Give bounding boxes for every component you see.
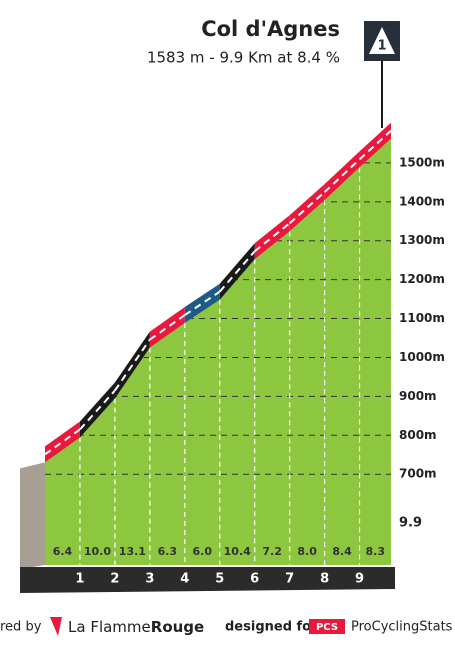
center-dash xyxy=(254,222,291,253)
y-tick-label: 1200m xyxy=(399,272,445,286)
x-tick-label: 3 xyxy=(145,572,154,587)
brand-part: Rouge xyxy=(151,618,204,636)
gradient-segment xyxy=(324,151,360,201)
x-tick-label: 2 xyxy=(110,572,119,587)
center-dash xyxy=(218,250,256,293)
y-tick-label: 800m xyxy=(399,428,437,442)
profile-side xyxy=(20,462,45,569)
gradient-label: 6.3 xyxy=(158,545,178,558)
chart-title: Col d'Agnes xyxy=(201,17,340,41)
center-dash xyxy=(114,339,151,392)
center-dash xyxy=(79,389,116,431)
x-tick-label: 5 xyxy=(215,572,224,587)
y-tick-label: 1400m xyxy=(399,194,445,208)
footer-text: red by xyxy=(0,620,42,635)
gradient-segment xyxy=(45,421,80,463)
center-dash xyxy=(288,191,326,224)
gradient-segment xyxy=(149,307,185,348)
y-tick-label: 1500m xyxy=(399,155,445,169)
gradient-segment xyxy=(184,283,220,324)
gradient-label: 6.4 xyxy=(53,545,73,558)
badge-triangle xyxy=(369,27,395,54)
y-tick-label: 1100m xyxy=(399,311,445,325)
footer-brand: ProCyclingStats xyxy=(351,620,453,635)
x-tick-label: 6 xyxy=(250,572,259,587)
x-tick-label: 8 xyxy=(320,572,329,587)
flamme-logo xyxy=(50,617,62,636)
gradient-segment xyxy=(359,122,391,168)
x-tick-label: 1 xyxy=(75,572,84,587)
gradient-segment xyxy=(254,215,290,260)
pcs-text: PCS xyxy=(316,622,338,633)
gradient-label: 8.3 xyxy=(366,545,386,558)
profile-area xyxy=(45,138,391,565)
y-tick-label: 900m xyxy=(399,389,437,403)
gradient-label: 10.0 xyxy=(84,545,111,558)
badge-label: 1 xyxy=(377,39,386,54)
gradient-label: 8.0 xyxy=(297,545,317,558)
gradient-label: 13.1 xyxy=(119,545,146,558)
gradient-label: 6.0 xyxy=(193,545,213,558)
gradient-label: 8.4 xyxy=(332,545,352,558)
y-tick-label: 700m xyxy=(399,467,437,481)
pcs-logo xyxy=(309,619,345,634)
km-bar xyxy=(20,567,395,593)
gradient-label: 10.4 xyxy=(224,545,251,558)
y-tick-label: 1300m xyxy=(399,233,445,247)
footer-brand: La FlammeRouge xyxy=(68,618,204,636)
chart-subtitle: 1583 m - 9.9 Km at 8.4 % xyxy=(147,49,340,67)
footer-text: designed for xyxy=(225,620,318,635)
brand-part: La Flamme xyxy=(68,618,151,636)
x-tick-label: 4 xyxy=(180,572,189,587)
y-tick-label: 1000m xyxy=(399,350,445,364)
x-tick-label: 9 xyxy=(355,572,364,587)
gradient-segment xyxy=(289,184,325,232)
center-dash xyxy=(323,158,361,193)
gradient-label: 7.2 xyxy=(262,545,282,558)
x-tick-label: 7 xyxy=(285,572,294,587)
x-end-label: 9.9 xyxy=(399,516,422,531)
plot: 700m 800m 900m 1000m 1100m 1200m 1300m 1400m 150… xyxy=(20,122,445,593)
